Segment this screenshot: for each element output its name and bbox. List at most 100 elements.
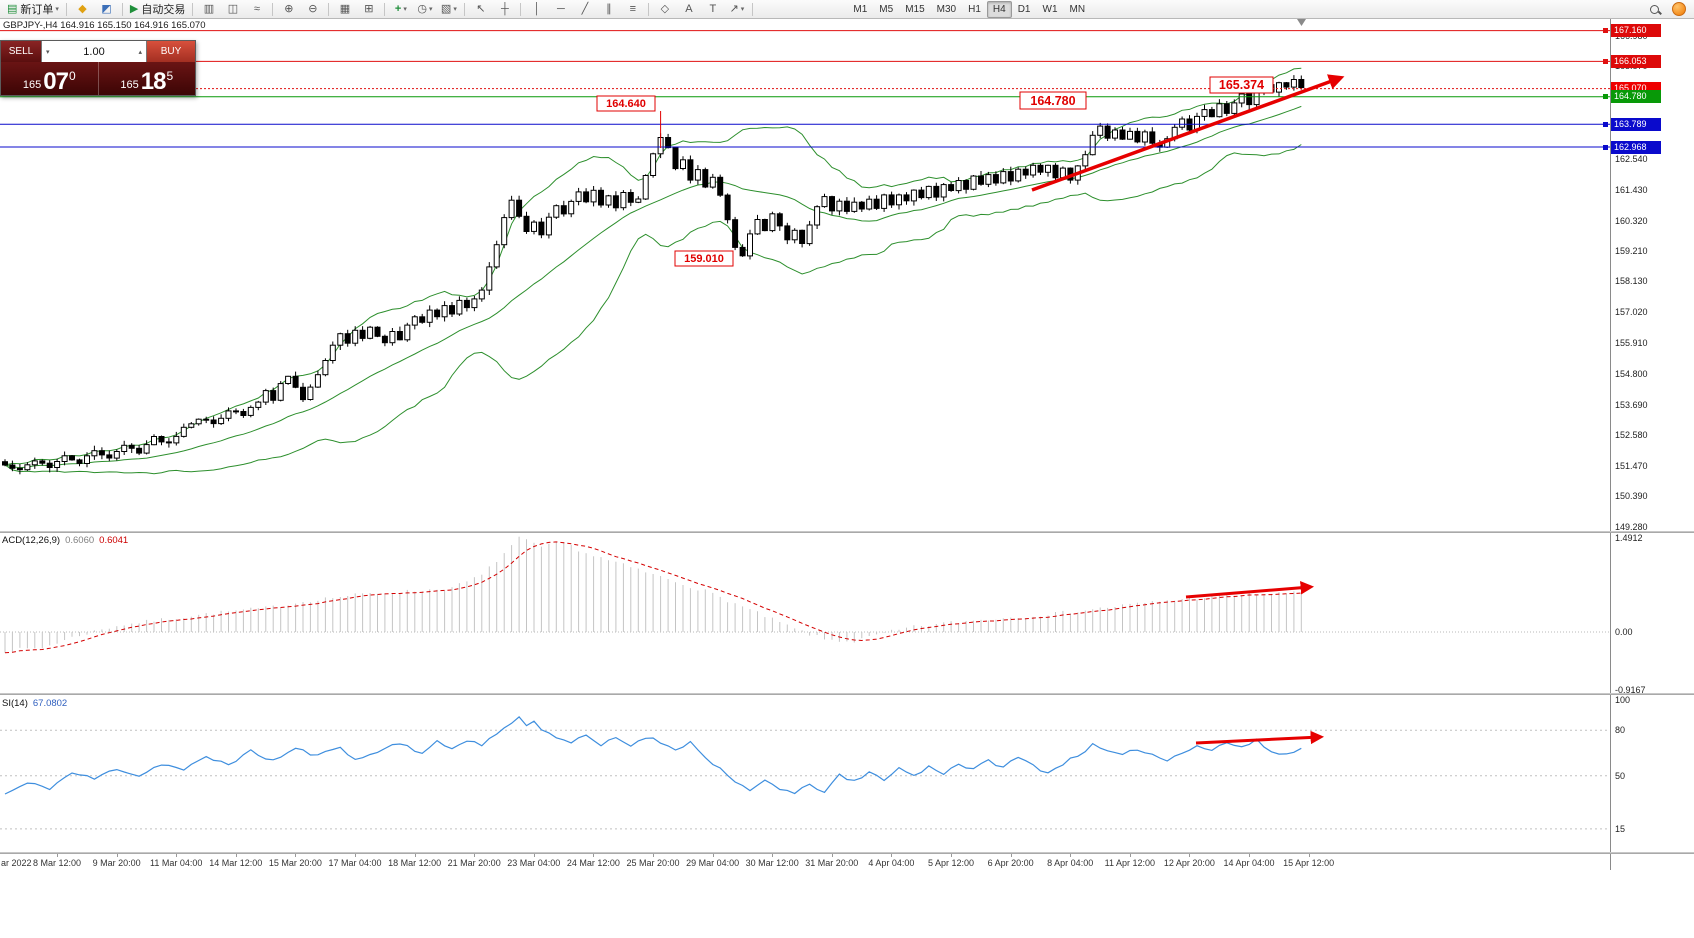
hline-drag-handle[interactable]: [1603, 94, 1608, 100]
templates-button[interactable]: ▧ ▾: [437, 1, 460, 18]
vertical-line-icon: │: [533, 2, 541, 15]
arrows-button[interactable]: ↗ ▾: [725, 1, 748, 18]
crosshair-icon: ┼: [500, 2, 509, 15]
channel-button[interactable]: ∥: [597, 1, 620, 18]
timeframe-button-M5[interactable]: M5: [879, 3, 894, 15]
volume-increment-icon[interactable]: ▴: [138, 48, 142, 56]
time-label: 25 Mar 20:00: [626, 858, 680, 868]
toolbar-separator: [65, 2, 67, 16]
panel-splitter[interactable]: [0, 531, 1694, 533]
rsi-label: SI(14) 67.0802: [2, 698, 67, 709]
macd-name: ACD(12,26,9): [2, 535, 61, 546]
sell-price[interactable]: 165 07 0: [1, 62, 98, 95]
toolbar-separator: [520, 2, 522, 16]
arrows-icon: ↗: [729, 2, 739, 15]
autotrading-button[interactable]: ▶ 自动交易: [127, 1, 188, 18]
chart-quote-text: GBPJPY-,H4 164.916 165.150 164.916 165.0…: [3, 20, 206, 31]
cursor-button[interactable]: ↖: [469, 1, 492, 18]
candle-chart-button[interactable]: ◫: [221, 1, 244, 18]
hline-drag-handle[interactable]: [1603, 144, 1608, 150]
text-button[interactable]: A: [677, 1, 700, 18]
time-label: 12 Apr 20:00: [1163, 858, 1215, 868]
sell-button[interactable]: SELL: [1, 41, 41, 62]
time-tick: [1129, 854, 1131, 857]
buy-price[interactable]: 165 18 5: [97, 62, 196, 95]
time-tick: [1070, 854, 1072, 857]
rsi-name: SI(14): [2, 698, 28, 709]
trendline-button[interactable]: ╱: [573, 1, 596, 18]
shapes-icon: ◇: [660, 2, 670, 15]
toolbar-separator: [192, 2, 194, 16]
price-tick: 154.800: [1615, 368, 1648, 379]
time-label: 24 Mar 12:00: [566, 858, 620, 868]
horizontal-line-button[interactable]: ─: [549, 1, 572, 18]
buy-price-pips: 18: [140, 67, 167, 95]
toolbar-separator: [384, 2, 386, 16]
volume-decrement-icon[interactable]: ▾: [46, 48, 50, 56]
zoom-out-icon: ⊖: [308, 2, 318, 15]
timeframe-button-M1[interactable]: M1: [853, 3, 868, 15]
fibonacci-button[interactable]: ≡: [621, 1, 644, 18]
macd-value-1: 0.6060: [65, 535, 95, 546]
timeframe-button-MN[interactable]: MN: [1069, 3, 1086, 15]
bar-chart-button[interactable]: ▥: [197, 1, 220, 18]
zoom-in-button[interactable]: ⊕: [277, 1, 300, 18]
hline-drag-handle[interactable]: [1603, 28, 1608, 34]
time-label: 23 Mar 04:00: [507, 858, 561, 868]
crosshair-button[interactable]: ┼: [493, 1, 516, 18]
time-label: 8 Apr 04:00: [1047, 858, 1094, 868]
line-chart-button[interactable]: ≈: [245, 1, 268, 18]
timeframe-button-H1[interactable]: H1: [968, 3, 981, 15]
time-label: 17 Mar 04:00: [328, 858, 382, 868]
volume-value[interactable]: 1.00: [83, 45, 105, 58]
periods-button[interactable]: ◷ ▾: [413, 1, 436, 18]
panel-splitter[interactable]: [0, 852, 1694, 854]
macd-canvas[interactable]: [0, 533, 1610, 693]
time-label: 29 Mar 04:00: [686, 858, 740, 868]
community-button[interactable]: [1667, 1, 1690, 18]
rsi-scale-tick: 50: [1615, 770, 1626, 781]
time-tick: [891, 854, 893, 857]
search-button[interactable]: [1643, 1, 1666, 18]
hline-drag-handle[interactable]: [1603, 58, 1608, 64]
metaeditor-icon: ◆: [78, 2, 87, 15]
time-tick: [176, 854, 178, 857]
time-tick: [295, 854, 297, 857]
vertical-line-button[interactable]: │: [525, 1, 548, 18]
zoom-out-button[interactable]: ⊖: [301, 1, 324, 18]
timeframe-button-H4[interactable]: H4: [986, 0, 1012, 18]
buy-price-main: 165: [120, 78, 139, 91]
timeframe-button-W1[interactable]: W1: [1042, 3, 1058, 15]
price-tick: 161.430: [1615, 184, 1648, 195]
autotrading-label: 自动交易: [141, 4, 186, 16]
text-label-button[interactable]: T: [701, 1, 724, 18]
rsi-canvas[interactable]: [0, 695, 1610, 852]
volume-stepper[interactable]: ▾ 1.00 ▴: [41, 41, 147, 62]
panel-splitter[interactable]: [0, 693, 1694, 695]
market-watch-button[interactable]: ◩: [95, 1, 118, 18]
time-tick: [712, 854, 714, 857]
new-order-button[interactable]: ▤ 新订单 ▾: [4, 1, 62, 18]
indicators-button[interactable]: + ▾: [389, 1, 412, 18]
timeframe-button-D1[interactable]: D1: [1017, 3, 1031, 15]
grid-button[interactable]: ▦: [333, 1, 356, 18]
timeframe-button-M15[interactable]: M15: [905, 3, 925, 15]
timeframe-button-M30[interactable]: M30: [936, 3, 957, 15]
macd-scale-tick: 1.4912: [1615, 533, 1643, 544]
time-tick: [474, 854, 476, 857]
tile-windows-button[interactable]: ⊞: [357, 1, 380, 18]
time-label: 11 Mar 04:00: [150, 858, 203, 868]
time-label: 5 Apr 12:00: [927, 858, 975, 868]
buy-button[interactable]: BUY: [147, 41, 195, 62]
main-chart-canvas[interactable]: 164.640 159.010 164.780 165.374: [0, 18, 1610, 531]
hline-drag-handle[interactable]: [1603, 121, 1608, 127]
shapes-button[interactable]: ◇: [653, 1, 676, 18]
time-label: ar 2022: [1, 858, 32, 868]
time-axis[interactable]: ar 2022 8 Mar 12:00 9 Mar 20:00 11 Mar 04:0…: [0, 854, 1610, 870]
metaeditor-button[interactable]: ◆: [71, 1, 94, 18]
price-axis-separator: [1610, 18, 1611, 870]
horizontal-line-icon: ─: [556, 2, 565, 15]
chevron-down-icon: ▾: [453, 6, 457, 13]
price-scale[interactable]: 166.980165.870164.760163.650162.540161.4…: [1611, 0, 1694, 938]
